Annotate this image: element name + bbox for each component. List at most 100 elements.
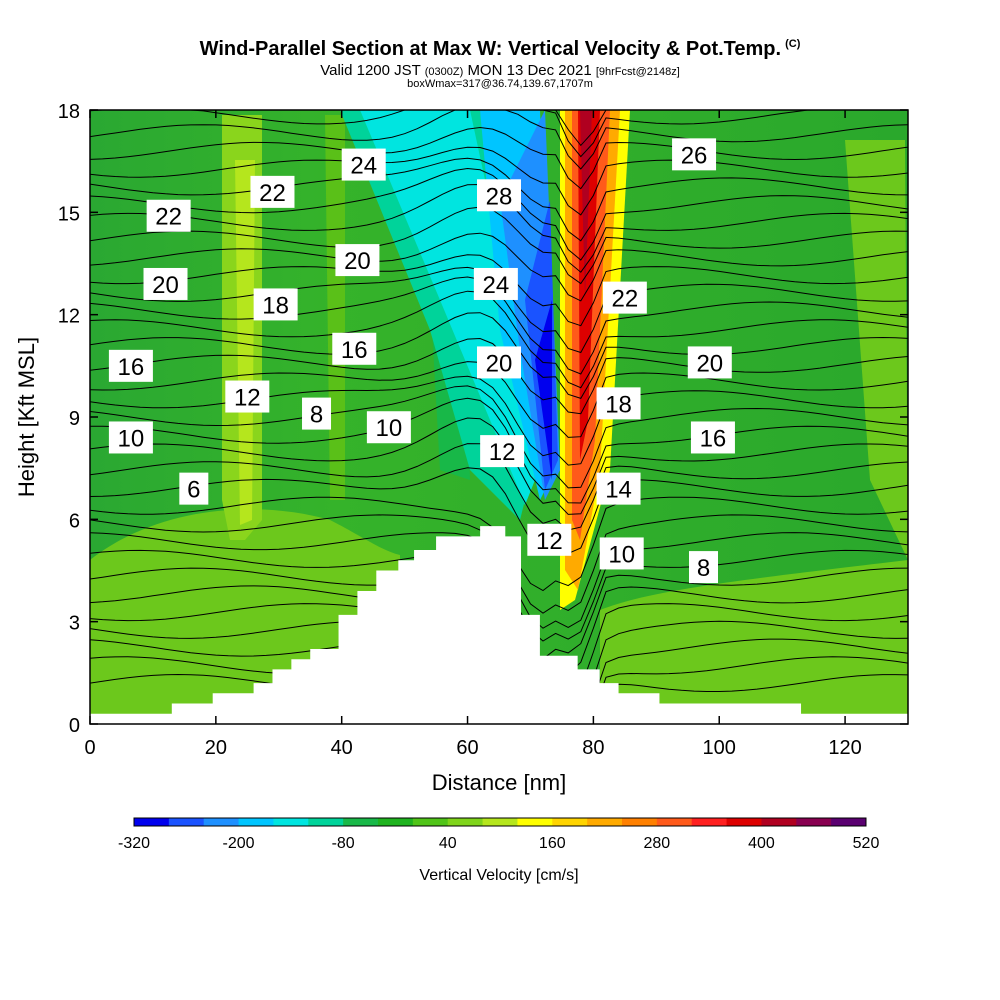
isentrope-label-text: 10	[608, 541, 635, 568]
isentrope-label-text: 22	[155, 204, 182, 231]
colorbar-swatch	[447, 818, 484, 826]
isentrope-label-box	[599, 537, 644, 570]
isentrope-label-box	[596, 387, 641, 420]
isentrope-label-text: 22	[611, 286, 638, 313]
isentrope-label-text: 16	[118, 354, 145, 381]
isentrope-label: 6	[179, 472, 209, 505]
isentrope-label-box	[687, 346, 732, 379]
isentrope-label: 26	[672, 138, 717, 171]
isentrope-label: 20	[335, 244, 380, 277]
isentrope-label-text: 12	[489, 439, 516, 466]
colorbar-swatch	[796, 818, 832, 826]
isentrope-label: 8	[689, 551, 718, 584]
colorbar-swatch	[134, 818, 170, 826]
isentrope-label-text: 26	[681, 142, 708, 169]
colorbar-swatch	[552, 818, 588, 826]
isentrope-label-text: 24	[350, 153, 377, 180]
colorbar-tick-label: 400	[748, 835, 775, 852]
isentrope-label: 22	[146, 199, 191, 232]
isentrope-label: 10	[599, 537, 644, 570]
x-tick-label: 20	[205, 737, 227, 759]
colorbar-swatch	[587, 818, 623, 826]
colorbar-tick-label: -200	[223, 835, 255, 852]
colorbar-swatch	[168, 818, 205, 826]
colorbar-swatch	[343, 818, 379, 826]
streak-east	[845, 140, 908, 560]
y-tick-label: 9	[69, 408, 80, 430]
colorbar-swatch	[691, 818, 728, 826]
isentrope-label-box	[143, 267, 188, 300]
isentrope-label: 16	[332, 332, 377, 365]
isentrope-label-text: 20	[344, 248, 371, 275]
colorbar-frame	[133, 817, 867, 827]
y-tick-label: 6	[69, 510, 80, 532]
isentrope-label: 12	[527, 523, 572, 556]
y-tick-label: 18	[58, 101, 80, 123]
downdraft-cyan	[360, 110, 535, 505]
isentrope-label: 10	[366, 411, 411, 444]
isentrope-line	[90, 110, 908, 170]
isentrope-label-text: 16	[700, 425, 727, 452]
isentrope-label-text: 16	[341, 337, 368, 364]
isentrope-labels: 22 22 24 28 26 20 20 24 22 18 16 16 20 20 12 8 10 18 10 12 1…	[108, 138, 735, 584]
isentrope-label: 8	[302, 397, 332, 430]
isentrope-label: 20	[687, 346, 732, 379]
isentrope-line	[90, 254, 908, 327]
isentrope-label-text: 24	[483, 272, 510, 299]
colorbar-tick-label: 40	[439, 835, 457, 852]
isentrope-label-text: 14	[605, 477, 632, 504]
isentrope-label: 18	[253, 288, 298, 321]
colorbar-tick-label: -80	[332, 835, 355, 852]
isentrope-line	[90, 146, 908, 216]
isentrope-label-box	[477, 179, 521, 212]
isentrope-label: 18	[596, 387, 641, 420]
isentrope-label: 22	[250, 175, 295, 208]
colorbar-swatch	[238, 818, 274, 826]
isentrope-label-box	[108, 349, 153, 382]
updraft-core	[580, 110, 592, 300]
colorbar-swatch	[273, 818, 309, 826]
forecast-info: [9hrFcst@2148z]	[595, 66, 680, 78]
colorbar-tick-label: 280	[644, 835, 671, 852]
isentrope-line	[90, 397, 908, 504]
y-axis: 0 3 6 9 12 15 18	[58, 101, 908, 737]
colorbar-title: Vertical Velocity [cm/s]	[419, 867, 578, 884]
isentrope-label-box	[480, 435, 525, 468]
colorbar-swatch	[203, 818, 240, 826]
chart-title: Wind-Parallel Section at Max W: Vertical…	[0, 38, 1000, 61]
colorbar-tick-label: 520	[853, 835, 880, 852]
isentrope-line	[90, 126, 908, 190]
isentrope-line	[90, 290, 908, 389]
isentrope-label-box	[225, 380, 270, 413]
isentrope-label-box	[146, 199, 191, 232]
isentrope-label-text: 12	[536, 528, 563, 555]
isentrope-line	[90, 232, 908, 302]
isentrope-label-box	[690, 421, 735, 454]
isentrope-label: 16	[108, 349, 153, 382]
isentrope-label-box	[302, 397, 332, 430]
isentrope-label: 20	[143, 267, 188, 300]
isentrope-label-box	[596, 472, 641, 505]
colorbar-swatch	[412, 818, 449, 826]
isentrope-label-text: 12	[234, 385, 261, 412]
y-tick-label: 15	[58, 203, 80, 225]
streak-west-core	[235, 160, 255, 525]
terrain-mask	[90, 526, 908, 724]
colorbar-swatch	[726, 818, 762, 826]
x-tick-label: 120	[828, 737, 861, 759]
colorbar-swatch	[622, 818, 658, 826]
y-tick-label: 12	[58, 306, 80, 328]
copyright-mark: (C)	[785, 38, 801, 51]
colorbar-tick-label: 160	[539, 835, 566, 852]
downdraft-core	[535, 300, 552, 480]
plot-area: 22 22 24 28 26 20 20 24 22 18 16 16 20 20 12 8 10 18 10 12 1…	[90, 110, 908, 724]
isentrope-label-text: 28	[486, 183, 513, 210]
y-tick-label: 0	[69, 715, 80, 737]
isentrope-label-box	[689, 551, 718, 584]
x-tick-label: 40	[331, 737, 353, 759]
isentrope-label-text: 10	[118, 425, 145, 452]
y-tick-label: 3	[69, 613, 80, 635]
isentrope-label: 12	[225, 380, 270, 413]
isentrope-line	[90, 385, 908, 489]
colorbar-swatch	[308, 818, 344, 826]
